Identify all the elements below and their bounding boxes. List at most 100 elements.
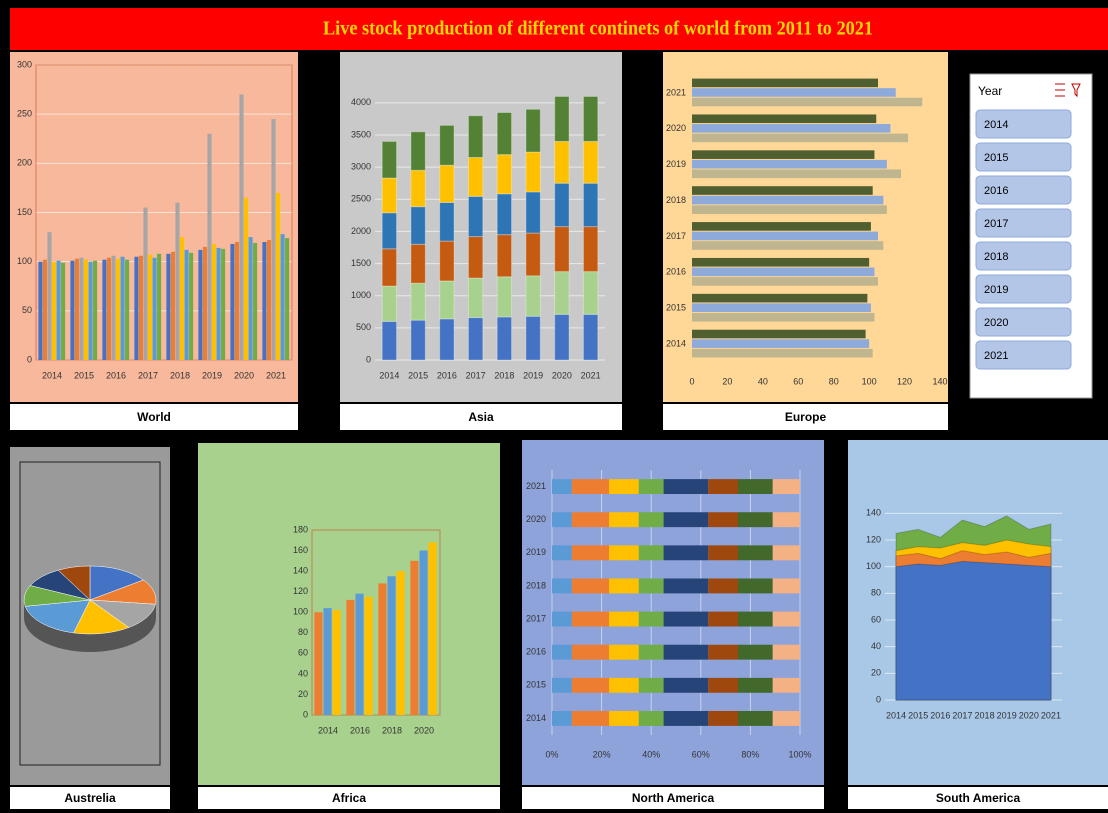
plot-frame bbox=[19, 461, 161, 766]
y-tick-label: 1500 bbox=[351, 258, 371, 268]
bar-segment bbox=[554, 95, 570, 142]
bar bbox=[692, 231, 878, 241]
bar bbox=[692, 222, 871, 231]
bar bbox=[692, 186, 873, 195]
bar-segment bbox=[554, 182, 570, 228]
panel-label-box bbox=[522, 787, 824, 809]
slicer-item-label[interactable]: 2015 bbox=[984, 152, 1008, 164]
bar bbox=[47, 232, 52, 360]
panel-label: World bbox=[137, 410, 171, 424]
slicer-item-label[interactable]: 2018 bbox=[984, 251, 1008, 263]
panel-label-box bbox=[663, 404, 948, 430]
bar-segment bbox=[525, 315, 541, 361]
bar bbox=[202, 246, 208, 360]
panel-label: Asia bbox=[468, 410, 494, 424]
x-tick-label: 100% bbox=[788, 749, 811, 759]
y-tick-label: 0 bbox=[876, 694, 881, 704]
bar bbox=[230, 243, 235, 360]
bar-segment bbox=[439, 240, 455, 282]
x-tick-label: 2016 bbox=[437, 370, 457, 380]
slicer-item-label[interactable]: 2014 bbox=[984, 119, 1008, 131]
slicer-item[interactable] bbox=[975, 274, 1072, 304]
x-tick-label: 60% bbox=[692, 749, 710, 759]
y-tick-label: 2017 bbox=[526, 613, 546, 623]
y-tick-label: 2020 bbox=[666, 123, 686, 133]
bar-segment bbox=[439, 318, 455, 361]
y-tick-label: 150 bbox=[17, 207, 32, 217]
bar-segment bbox=[582, 313, 599, 361]
bar bbox=[692, 124, 891, 133]
bar-segment bbox=[582, 226, 599, 273]
slicer-item[interactable] bbox=[975, 208, 1072, 238]
bar-segment bbox=[708, 611, 738, 627]
x-tick-label: 2019 bbox=[202, 370, 222, 380]
bar-segment bbox=[467, 277, 484, 319]
bar-segment bbox=[571, 479, 610, 495]
bar-segment bbox=[571, 710, 610, 726]
bar-segment bbox=[738, 512, 773, 528]
slicer-icon bbox=[1055, 83, 1081, 98]
x-tick-label: 2017 bbox=[952, 710, 972, 720]
x-tick-label: 40% bbox=[642, 749, 660, 759]
bar-segment bbox=[609, 644, 639, 660]
slicer-item[interactable] bbox=[975, 142, 1072, 172]
slicer-item-label[interactable]: 2016 bbox=[984, 185, 1008, 197]
slicer-item[interactable] bbox=[975, 307, 1072, 337]
y-tick-label: 3000 bbox=[351, 162, 371, 172]
bar bbox=[189, 252, 194, 360]
y-tick-label: 100 bbox=[293, 607, 308, 617]
bar bbox=[239, 94, 244, 360]
bar-segment bbox=[554, 271, 570, 315]
slicer-item-label[interactable]: 2019 bbox=[984, 284, 1008, 296]
y-tick-label: 2016 bbox=[666, 267, 686, 277]
y-tick-label: 20 bbox=[871, 668, 881, 678]
x-tick-label: 2020 bbox=[414, 725, 434, 735]
bar-segment bbox=[708, 479, 738, 495]
x-tick-label: 2016 bbox=[106, 370, 126, 380]
y-tick-label: 100 bbox=[17, 256, 32, 266]
x-tick-label: 2020 bbox=[552, 370, 572, 380]
y-tick-label: 180 bbox=[293, 524, 308, 534]
plot-frame bbox=[35, 64, 293, 361]
bar-segment bbox=[439, 124, 455, 166]
bar bbox=[410, 560, 419, 715]
bar bbox=[125, 259, 130, 360]
slicer-item-label[interactable]: 2020 bbox=[984, 317, 1008, 329]
bar-segment bbox=[663, 545, 709, 561]
bar-segment bbox=[467, 115, 484, 158]
panel-label-box bbox=[848, 787, 1108, 809]
bar bbox=[692, 348, 873, 358]
bar-segment bbox=[571, 545, 610, 561]
y-tick-label: 2014 bbox=[666, 338, 686, 348]
pie-slice bbox=[73, 599, 130, 635]
y-tick-label: 2018 bbox=[526, 580, 546, 590]
bar-segment bbox=[708, 512, 738, 528]
bar-segment bbox=[554, 226, 570, 273]
bar-segment bbox=[638, 545, 664, 561]
bar-segment bbox=[708, 644, 738, 660]
y-tick-label: 4000 bbox=[351, 97, 371, 107]
slicer-item[interactable] bbox=[975, 241, 1072, 271]
x-tick-label: 2014 bbox=[886, 710, 906, 720]
slicer-item[interactable] bbox=[975, 175, 1072, 205]
bar-segment bbox=[439, 202, 455, 242]
bar-segment bbox=[663, 512, 709, 528]
slicer-item-label[interactable]: 2021 bbox=[984, 350, 1008, 362]
bar-segment bbox=[638, 578, 664, 594]
bar-segment bbox=[496, 112, 513, 156]
bar bbox=[355, 593, 364, 715]
slicer-item-label[interactable]: 2017 bbox=[984, 218, 1008, 230]
slicer-item[interactable] bbox=[975, 109, 1072, 139]
bar bbox=[692, 257, 870, 267]
slicer-item[interactable] bbox=[975, 340, 1072, 370]
y-tick-label: 20 bbox=[298, 689, 308, 699]
x-tick-label: 2014 bbox=[42, 370, 62, 380]
bar-segment bbox=[525, 232, 541, 277]
x-tick-label: 100 bbox=[862, 376, 877, 386]
bar-segment bbox=[772, 479, 800, 495]
bar bbox=[216, 247, 221, 360]
bar-segment bbox=[554, 140, 570, 184]
bar bbox=[262, 242, 267, 360]
bar-segment bbox=[738, 479, 773, 495]
x-tick-label: 2017 bbox=[466, 370, 486, 380]
